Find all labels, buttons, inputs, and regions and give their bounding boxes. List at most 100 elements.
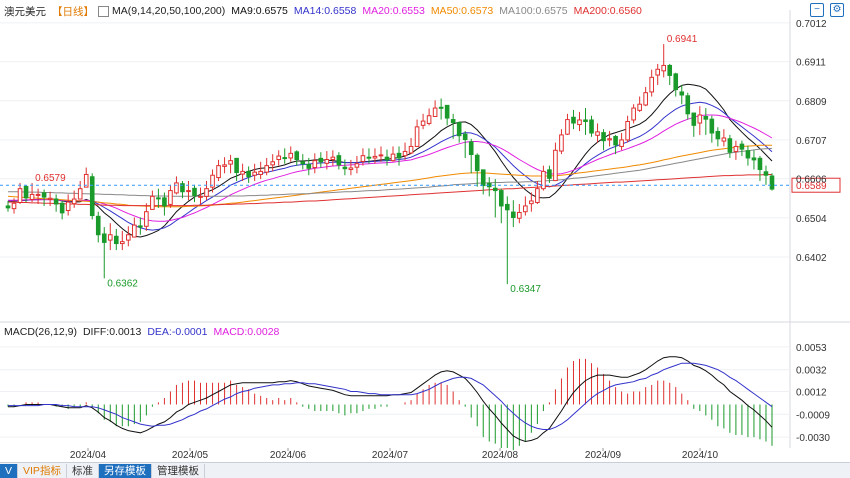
settings-icon[interactable]: ⚙ [830,3,844,17]
price-tick-label: 0.7012 [796,19,827,30]
ma-line-ma20 [8,114,773,222]
macd-lines [8,356,773,443]
candle-body [709,118,715,134]
candle-body [168,190,173,205]
candle-body [498,190,504,207]
candle-body [306,163,312,169]
ma20-value: MA20:0.6553 [362,5,425,17]
candle-body [210,174,215,188]
time-tick-label: 2024/05 [172,450,209,461]
candle-body [769,175,775,190]
candle-body [53,198,59,205]
macd-params-label: MACD(26,12,9) [4,326,77,338]
macd-tick-label: 0.0053 [796,343,827,354]
candle-body [47,197,53,200]
standard-button[interactable]: 标准 [67,463,99,478]
last-price-tag [791,177,841,193]
candle-body [450,119,456,124]
macd-dea-line [8,362,773,430]
candle-body [366,156,372,159]
collapse-icon[interactable]: − [810,3,824,17]
candle-body [739,143,745,150]
candle-body [685,95,691,115]
annotation-label: 0.6362 [107,278,138,289]
price-grid [0,22,790,258]
chart-canvas[interactable]: 0.6362 0.6347 0.6941 0.6579 0.6589 0.7012 0.6… [0,0,850,462]
candle-body [426,115,432,124]
price-tick-label: 0.6911 [796,58,826,69]
ma50-value: MA50:0.6573 [430,5,494,17]
candle-body [162,197,167,207]
candle-body [402,150,408,157]
candle-body [372,155,378,159]
candle-body [505,203,510,211]
candle-body [29,193,35,200]
candles [5,50,775,279]
ma-indicator-checkbox[interactable] [98,5,109,17]
candle-body [65,201,71,212]
candle-body [144,211,149,227]
ma-params-label: MA(9,14,20,50,100,200) [112,5,226,17]
candle-body [348,167,354,170]
candle-body [35,193,41,196]
candle-body [83,173,89,188]
macd-diff-line [8,356,773,443]
candle-body [180,183,185,193]
candle-body [715,130,721,140]
candle-body [661,64,667,72]
ma14-value: MA14:0.6558 [293,5,357,17]
candle-body [252,171,257,176]
candle-body [312,160,318,169]
price-tick-label: 0.6504 [796,214,827,225]
candle-body [107,234,113,241]
candle-body [113,235,119,245]
save-template-button[interactable]: 另存模板 [98,463,152,478]
candle-body [264,165,269,173]
macd-legend: MACD(26,12,9) DIFF:0.0013 DEA:-0.0001 MA… [4,326,285,338]
candle-body [547,169,552,179]
time-tick-label: 2024/10 [682,450,719,461]
candle-body [703,115,709,120]
candle-body [649,76,654,93]
candle-body [517,211,522,219]
candle-body [667,64,673,76]
price-tick-label: 0.6606 [796,175,827,186]
candle-body [763,171,769,176]
candle-body [492,187,498,192]
timeframe-label[interactable]: 【日线】 [52,5,94,18]
candle-body [390,153,396,162]
last-price-label: 0.6589 [796,181,827,192]
candle-body [595,131,600,136]
candle-body [727,138,733,153]
candle-body [583,119,588,122]
candle-body [613,135,618,146]
candle-body [757,157,763,170]
price-legend: 澳元美元 【日线】 MA(9,14,20,50,100,200) MA9:0.6… [4,3,648,19]
manage-templates-button[interactable]: 管理模板 [152,463,205,478]
macd-dea-value: DEA:-0.0001 [147,326,208,338]
candle-body [41,192,47,198]
candle-body [673,73,679,91]
candle-body [198,195,203,198]
candle-body [601,132,606,142]
candle-body [216,165,221,179]
candle-body [420,120,426,126]
candle-body [535,188,540,203]
candle-body [276,155,282,160]
ma-line-ma200 [8,174,772,207]
candle-body [17,188,23,203]
candle-body [751,157,757,161]
candle-body [559,134,564,152]
candle-body [5,205,11,209]
candle-body [204,188,209,197]
time-tick-label: 2024/06 [270,450,307,461]
macd-axis: 0.0053 0.0032 0.0012 -0.0009 -0.0030 [796,343,830,444]
candle-body [150,195,155,210]
candle-body [384,156,390,161]
vip-badge[interactable]: V [0,463,19,478]
moving-averages [7,83,773,238]
candle-body [324,158,330,164]
candle-body [414,126,420,147]
candle-body [625,120,630,141]
vip-indicators-button[interactable]: VIP指标 [18,463,67,478]
